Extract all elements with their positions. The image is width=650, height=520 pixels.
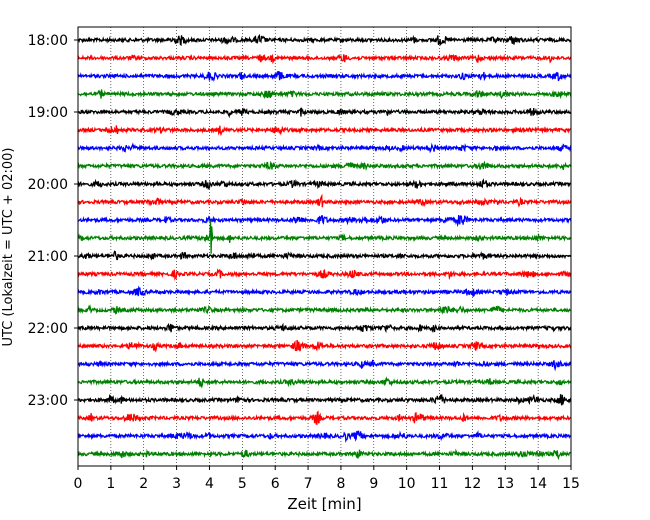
trace-2045 <box>77 220 572 254</box>
x-tick-label: 1 <box>106 476 115 492</box>
y-tick-label: 20:00 <box>28 177 68 193</box>
x-tick-label: 15 <box>562 476 580 492</box>
trace-1945 <box>77 160 572 172</box>
y-axis-ticks: 18:00 19:00 20:00 21:00 22:00 23:00 <box>28 33 78 409</box>
x-tick-label: 5 <box>238 476 247 492</box>
trace-2330 <box>77 429 572 443</box>
x-tick-label: 6 <box>271 476 280 492</box>
x-tick-label: 0 <box>74 476 83 492</box>
trace-2015 <box>77 193 572 208</box>
trace-1800 <box>77 33 572 47</box>
trace-2230 <box>77 359 572 372</box>
trace-2200 <box>77 322 572 334</box>
axes-frame <box>77 26 572 467</box>
trace-2030 <box>77 214 572 228</box>
y-axis-label: UTC (Lokalzeit = UTC + 02:00) <box>1 148 16 347</box>
x-tick-label: 10 <box>398 476 416 492</box>
y-tick-label: 18:00 <box>28 33 68 49</box>
trace-1900 <box>77 107 572 119</box>
x-tick-label: 3 <box>172 476 181 492</box>
trace-2215 <box>77 339 572 353</box>
trace-2100 <box>77 250 572 261</box>
trace-2345 <box>77 448 572 461</box>
x-tick-label: 12 <box>463 476 481 492</box>
trace-1930 <box>77 142 572 154</box>
trace-1830 <box>77 71 572 83</box>
grid-lines <box>110 27 539 466</box>
x-tick-label: 13 <box>496 476 514 492</box>
traces <box>77 33 572 461</box>
trace-1915 <box>77 125 572 137</box>
trace-1845 <box>77 89 572 100</box>
y-tick-label: 21:00 <box>28 249 68 265</box>
x-tick-label: 9 <box>369 476 378 492</box>
trace-1815 <box>77 53 572 65</box>
x-tick-label: 7 <box>304 476 313 492</box>
trace-2300 <box>77 393 572 406</box>
trace-2245 <box>77 376 572 389</box>
x-tick-label: 2 <box>139 476 148 492</box>
x-tick-label: 11 <box>431 476 449 492</box>
trace-2000 <box>77 178 572 191</box>
y-tick-label: 19:00 <box>28 105 68 121</box>
x-axis-label: Zeit [min] <box>287 495 361 513</box>
x-axis-ticks: 0 1 2 3 4 5 6 7 8 9 10 11 12 13 14 15 <box>74 466 580 492</box>
y-tick-label: 22:00 <box>28 321 68 337</box>
x-tick-label: 14 <box>529 476 547 492</box>
trace-2145 <box>77 304 572 315</box>
trace-2130 <box>77 285 572 298</box>
x-tick-label: 8 <box>336 476 345 492</box>
y-tick-label: 23:00 <box>28 393 68 409</box>
trace-2115 <box>77 268 572 281</box>
x-tick-label: 4 <box>205 476 214 492</box>
trace-2315 <box>77 410 572 426</box>
